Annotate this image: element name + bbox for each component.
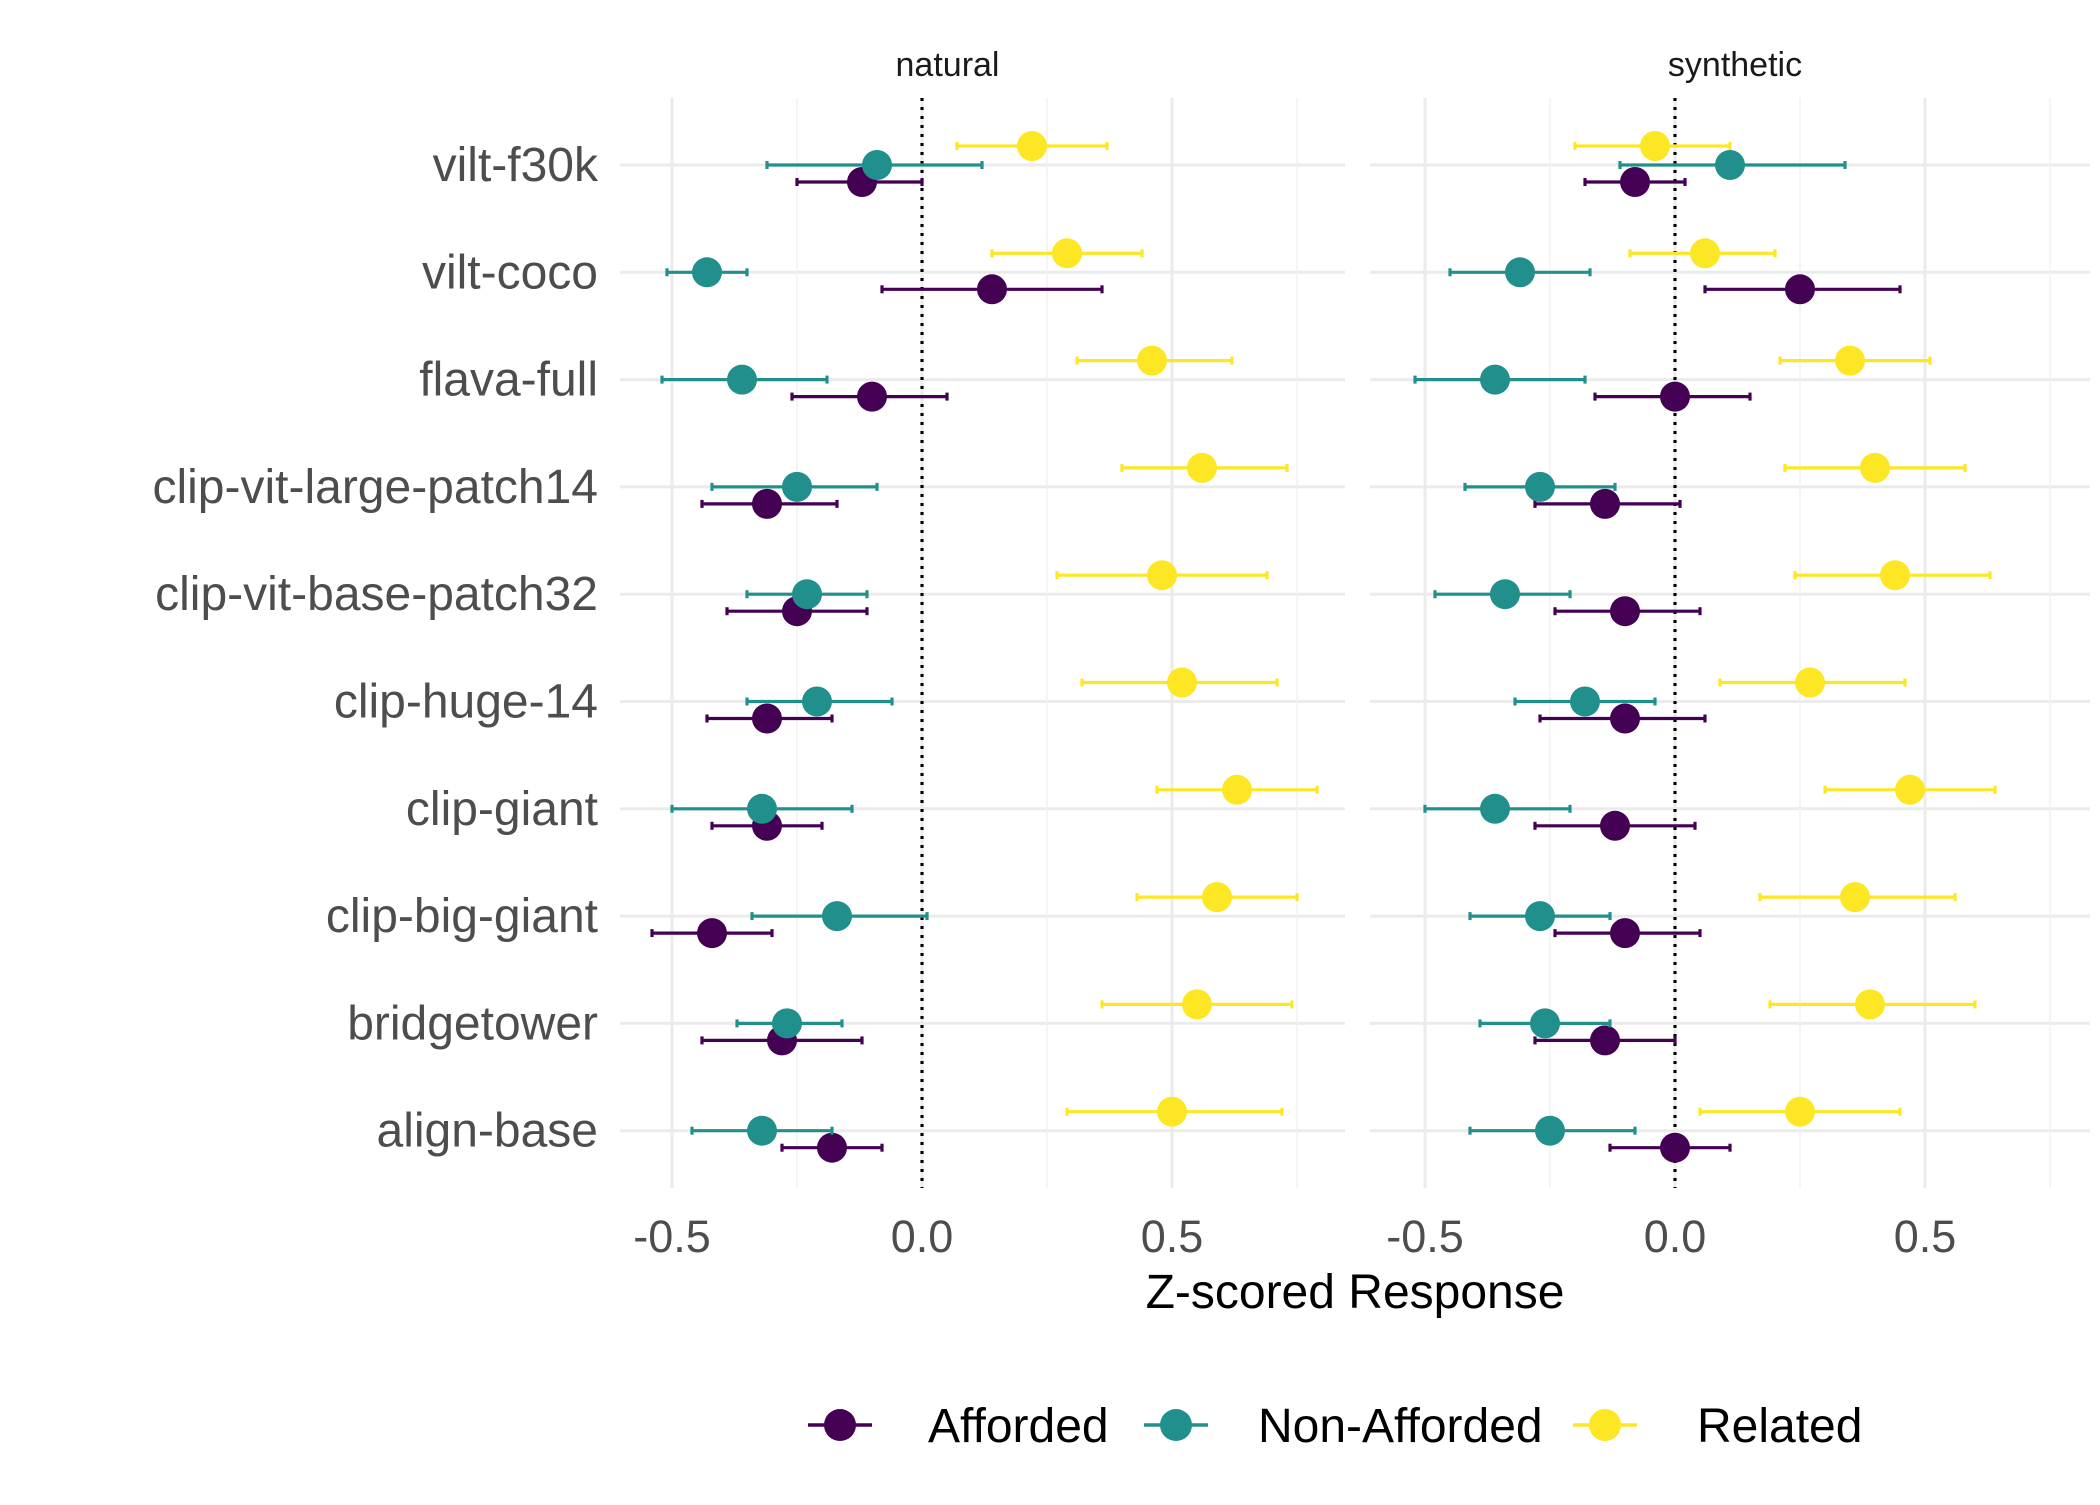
y-tick-label: clip-big-giant — [326, 890, 598, 943]
data-point — [1600, 810, 1630, 841]
data-point — [1137, 345, 1167, 376]
series-non-afforded — [1413, 150, 1847, 1146]
legend-item-non-afforded: Non-Afforded — [1144, 1400, 1543, 1453]
data-point — [1855, 989, 1885, 1020]
x-tick-label: -0.5 — [1386, 1211, 1464, 1262]
data-point — [1490, 579, 1520, 610]
legend-key-point — [1589, 1409, 1621, 1441]
x-tick-label: 0.0 — [1644, 1211, 1707, 1262]
data-point — [1620, 167, 1650, 197]
data-point — [1590, 488, 1620, 519]
data-point — [747, 793, 777, 824]
panel-title: natural — [896, 46, 1000, 84]
data-point — [1530, 1008, 1560, 1039]
data-point — [1895, 774, 1925, 805]
data-point — [977, 274, 1007, 305]
data-point — [1785, 274, 1815, 305]
data-point — [1187, 452, 1217, 483]
data-point — [1610, 596, 1640, 627]
data-point — [1860, 452, 1890, 483]
legend-key-point — [824, 1409, 856, 1441]
data-point — [862, 150, 892, 180]
y-tick-label: clip-vit-base-patch32 — [155, 568, 598, 621]
y-tick-label: align-base — [377, 1105, 598, 1158]
data-point — [782, 471, 812, 502]
legend-label: Related — [1697, 1400, 1862, 1453]
y-tick-label: flava-full — [419, 354, 598, 407]
data-point — [752, 488, 782, 519]
data-point — [1505, 257, 1535, 288]
legend-label: Non-Afforded — [1258, 1400, 1543, 1453]
data-point — [802, 686, 832, 717]
data-point — [1525, 901, 1555, 932]
y-tick-label: vilt-coco — [422, 246, 598, 299]
data-point — [1017, 131, 1047, 161]
y-tick-label: vilt-f30k — [433, 139, 599, 192]
data-point — [1182, 989, 1212, 1020]
data-point — [1795, 667, 1825, 698]
y-tick-label: clip-huge-14 — [334, 676, 598, 729]
y-tick-label: clip-vit-large-patch14 — [152, 461, 598, 514]
data-point — [1835, 345, 1865, 376]
data-point — [1570, 686, 1600, 717]
series-afforded — [1533, 167, 1902, 1163]
data-point — [1690, 238, 1720, 269]
data-point — [857, 381, 887, 412]
data-point — [1157, 1096, 1187, 1127]
data-point — [1660, 381, 1690, 412]
data-point — [1202, 882, 1232, 913]
legend-key-point — [1160, 1409, 1192, 1441]
data-point — [1147, 560, 1177, 591]
data-point — [1480, 364, 1510, 395]
data-point — [1715, 150, 1745, 180]
x-tick-label: 0.5 — [1141, 1211, 1204, 1262]
data-point — [822, 901, 852, 932]
data-point — [1535, 1115, 1565, 1146]
panel-title: synthetic — [1668, 46, 1802, 84]
y-tick-label: clip-giant — [406, 783, 598, 836]
data-point — [1052, 238, 1082, 269]
series-related — [955, 131, 1319, 1127]
data-point — [1525, 471, 1555, 502]
x-tick-label: -0.5 — [633, 1211, 711, 1262]
data-point — [1840, 882, 1870, 913]
data-point — [792, 579, 822, 610]
data-point — [727, 364, 757, 395]
legend-item-related: Related — [1573, 1400, 1862, 1453]
x-axis-title: Z-scored Response — [1146, 1266, 1565, 1319]
data-point — [1610, 918, 1640, 949]
legend-item-afforded: Afforded — [808, 1400, 1109, 1453]
data-point — [747, 1115, 777, 1146]
data-point — [697, 918, 727, 949]
data-point — [1167, 667, 1197, 698]
data-point — [1640, 131, 1670, 161]
series-related — [1573, 131, 1997, 1127]
data-point — [692, 257, 722, 288]
data-point — [772, 1008, 802, 1039]
data-point — [1785, 1096, 1815, 1127]
x-tick-label: 0.5 — [1894, 1211, 1957, 1262]
series-afforded — [650, 167, 1104, 1163]
data-point — [1590, 1025, 1620, 1056]
series-non-afforded — [660, 150, 984, 1146]
data-point — [817, 1132, 847, 1163]
y-tick-label: bridgetower — [347, 997, 598, 1050]
data-point — [1222, 774, 1252, 805]
data-point — [1610, 703, 1640, 734]
data-point — [1660, 1132, 1690, 1163]
x-tick-label: 0.0 — [891, 1211, 954, 1262]
legend-label: Afforded — [928, 1400, 1109, 1453]
data-point — [752, 703, 782, 734]
data-point — [1880, 560, 1910, 591]
data-point — [1480, 793, 1510, 824]
